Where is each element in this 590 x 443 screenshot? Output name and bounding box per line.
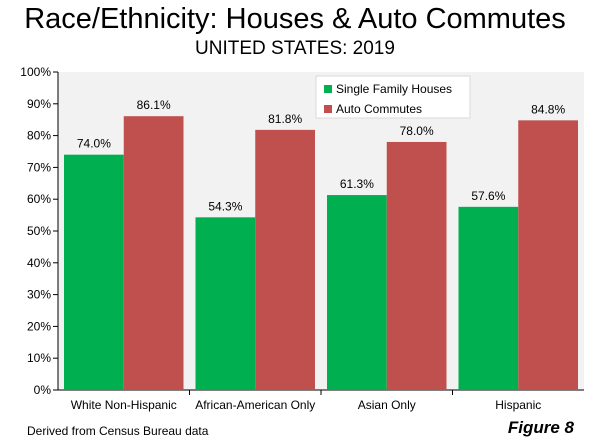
bar-value-label: 74.0% [77, 137, 111, 151]
bar [386, 141, 447, 390]
data-labels: 74.0% 86.1% 54.3% 81.8% 61.3% 78.0% 57.6% 84.8% [77, 98, 566, 213]
y-tick-label: 80% [27, 129, 51, 143]
chart-title: Race/Ethnicity: Houses & Auto Commutes [24, 3, 566, 35]
bar-value-label: 54.3% [208, 199, 242, 213]
x-axis: White Non-Hispanic African-American Only A… [71, 390, 541, 412]
y-tick-label: 0% [34, 383, 52, 397]
bar [458, 206, 519, 390]
bar-value-label: 57.6% [471, 189, 505, 203]
legend-label: Single Family Houses [336, 82, 452, 96]
x-category-label: Asian Only [358, 398, 416, 412]
bar [195, 217, 256, 390]
legend: Single Family Houses Auto Commutes [315, 75, 471, 119]
figure-label: Figure 8 [507, 418, 574, 437]
bar-value-label: 84.8% [531, 102, 565, 116]
y-tick-label: 70% [27, 160, 51, 174]
legend-swatch [324, 85, 332, 93]
chart-subtitle: UNITED STATES: 2019 [195, 38, 395, 59]
bar [518, 120, 578, 390]
legend-swatch [324, 105, 332, 113]
bar-value-label: 86.1% [137, 98, 171, 112]
legend-box [315, 75, 471, 119]
y-tick-label: 30% [27, 288, 51, 302]
bar-value-label: 81.8% [268, 112, 302, 126]
x-category-label: Hispanic [495, 398, 541, 412]
y-tick-label: 50% [27, 224, 51, 238]
y-tick-label: 10% [27, 351, 51, 365]
y-tick-label: 90% [27, 97, 51, 111]
bar [64, 154, 124, 390]
y-tick-label: 20% [27, 319, 51, 333]
x-category-label: White Non-Hispanic [71, 398, 177, 412]
y-tick-label: 60% [27, 192, 51, 206]
bar [327, 195, 387, 390]
y-tick-label: 40% [27, 256, 51, 270]
y-tick-label: 100% [20, 65, 51, 79]
source-note: Derived from Census Bureau data [27, 424, 209, 438]
x-category-label: African-American Only [195, 398, 315, 412]
bars [64, 116, 578, 391]
bar [255, 129, 315, 390]
bar-value-label: 61.3% [340, 177, 374, 191]
legend-label: Auto Commutes [336, 102, 422, 116]
bar-value-label: 78.0% [400, 124, 434, 138]
bar [123, 116, 184, 391]
